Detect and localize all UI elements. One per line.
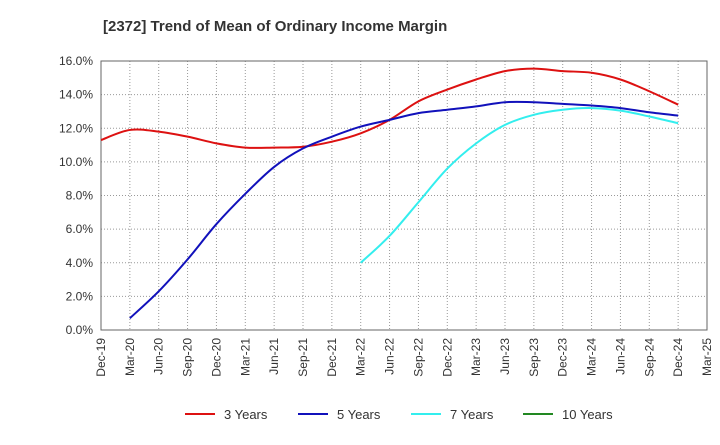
x-tick-label: Jun-21 <box>267 338 281 375</box>
x-tick-label: Mar-24 <box>585 338 599 376</box>
y-tick-label: 8.0% <box>66 189 94 203</box>
series-line-2 <box>129 100 679 319</box>
x-tick-label: Sep-24 <box>642 338 656 377</box>
x-tick-label: Mar-22 <box>354 338 368 376</box>
x-tick-label: Sep-22 <box>411 338 425 377</box>
legend-label: 3 Years <box>224 407 268 422</box>
chart-title: [2372] Trend of Mean of Ordinary Income … <box>103 18 447 35</box>
grid <box>100 60 708 331</box>
plot-area-border <box>100 60 708 331</box>
legend-label: 10 Years <box>562 407 613 422</box>
x-tick-label: Sep-20 <box>181 338 195 377</box>
y-tick-label: 14.0% <box>59 88 93 102</box>
legend: 3 Years 5 Years 7 Years 10 Years <box>185 407 613 422</box>
y-tick-label: 4.0% <box>66 256 94 270</box>
series-line-3 <box>360 107 679 264</box>
legend-label: 5 Years <box>337 407 381 422</box>
x-tick-label: Mar-25 <box>700 338 714 376</box>
x-tick-label: Mar-20 <box>123 338 137 376</box>
y-tick-label: 16.0% <box>59 54 93 68</box>
series-lines <box>100 67 679 319</box>
x-tick-label: Jun-20 <box>152 338 166 375</box>
x-tick-label: Jun-24 <box>613 338 627 375</box>
y-tick-label: 10.0% <box>59 155 93 169</box>
y-tick-label: 2.0% <box>66 289 94 303</box>
x-tick-label: Mar-23 <box>469 338 483 376</box>
x-tick-label: Jun-22 <box>383 338 397 375</box>
x-tick-label: Jun-23 <box>498 338 512 375</box>
y-tick-label: 12.0% <box>59 121 93 135</box>
legend-label: 7 Years <box>450 407 494 422</box>
y-tick-label: 0.0% <box>66 323 94 337</box>
y-tick-label: 6.0% <box>66 222 94 236</box>
x-tick-label: Dec-23 <box>556 338 570 377</box>
x-tick-label: Mar-21 <box>238 338 252 376</box>
x-tick-label: Sep-23 <box>527 338 541 377</box>
x-tick-label: Dec-22 <box>440 338 454 377</box>
x-tick-label: Dec-21 <box>325 338 339 377</box>
x-tick-label: Sep-21 <box>296 338 310 377</box>
axes: 0.0% 2.0% 4.0% 6.0% 8.0% 10.0% 12.0% 14.0% 16.0%… <box>59 54 714 377</box>
x-tick-label: Dec-19 <box>94 338 108 377</box>
x-tick-label: Dec-24 <box>671 338 685 377</box>
x-tick-label: Dec-20 <box>209 338 223 377</box>
